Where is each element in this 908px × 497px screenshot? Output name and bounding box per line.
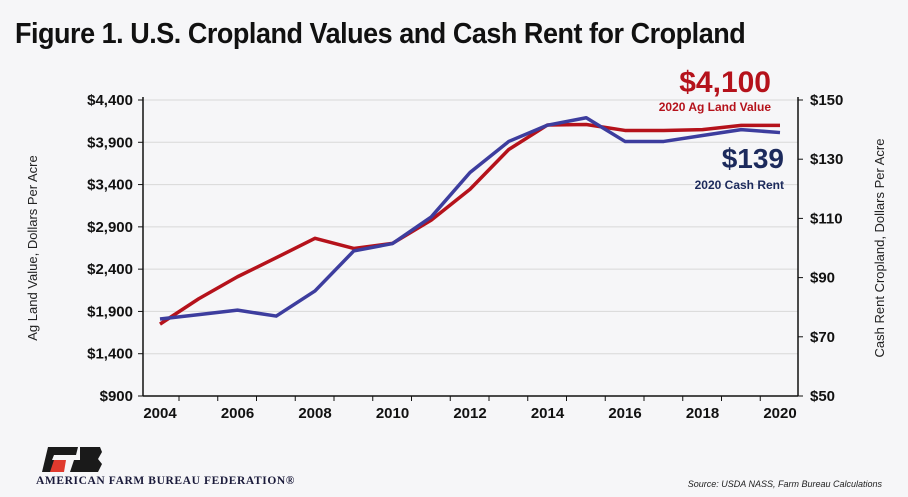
x-tick-label: 2010 [376,405,409,422]
y-tick-label-right: $130 [810,151,843,168]
annotation-cash-rent-label: 2020 Cash Rent [695,178,784,192]
annotation-land-value-label: 2020 Ag Land Value [659,100,772,114]
afbf-logo [42,447,102,472]
source-note: Source: USDA NASS, Farm Bureau Calculati… [687,479,882,489]
annotation-land-value: $4,100 [679,66,771,99]
y-tick-label-right: $70 [810,329,835,346]
y-tick-label-left: $3,900 [87,134,133,151]
y-tick-label-right: $150 [810,92,843,109]
x-tick-label: 2012 [453,405,486,422]
y-tick-label-left: $1,900 [87,303,133,320]
chart-title: Figure 1. U.S. Cropland Values and Cash … [15,18,746,50]
y-tick-label-left: $900 [100,388,133,405]
org-name: AMERICAN FARM BUREAU FEDERATION® [36,475,295,487]
x-tick-label: 2020 [763,405,796,422]
y-tick-label-left: $4,400 [87,92,133,109]
x-tick-label: 2016 [608,405,641,422]
x-tick-label: 2008 [298,405,331,422]
y-tick-label-right: $50 [810,388,835,405]
land-value-line [159,122,780,326]
y-tick-label-left: $3,400 [87,177,133,194]
annotation-cash-rent: $139 [722,143,784,174]
y-tick-label-left: $1,400 [87,346,133,363]
y-tick-label-left: $2,400 [87,261,133,278]
x-tick-label: 2014 [531,405,565,422]
cash-rent-line [159,116,781,321]
x-tick-label: 2006 [221,405,254,422]
y-tick-label-left: $2,900 [87,219,133,236]
y-tick-label-right: $110 [810,210,843,227]
x-tick-label: 2018 [686,405,719,422]
y-tick-label-right: $90 [810,270,835,287]
y-axis-right-label: Cash Rent Cropland, Dollars Per Acre [872,139,887,358]
y-axis-left-label: Ag Land Value, Dollars Per Acre [25,155,40,340]
x-tick-label: 2004 [143,405,177,422]
